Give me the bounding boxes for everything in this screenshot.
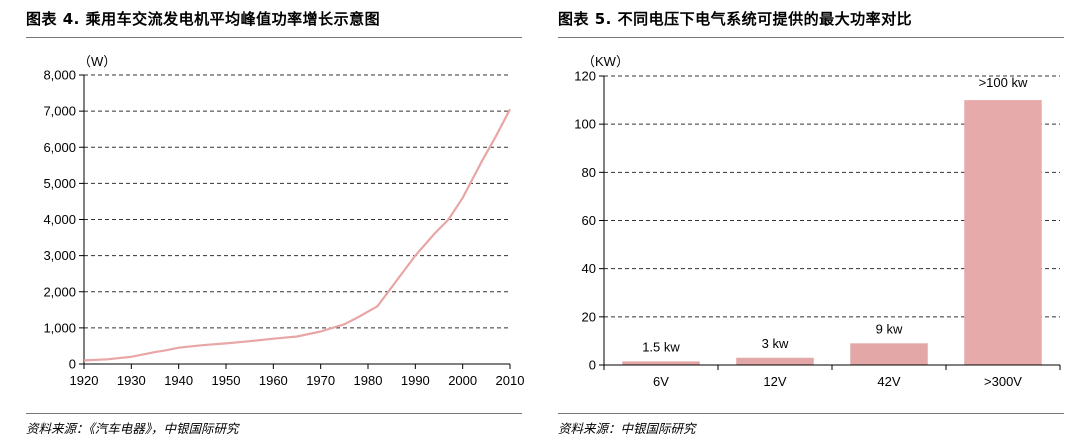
figure-5-title-rule: [558, 37, 1064, 38]
x-tick-label: 1960: [259, 373, 288, 388]
x-tick-label: 2000: [448, 373, 477, 388]
x-tick-label: >300V: [984, 374, 1022, 389]
y-tick-label: 60: [582, 213, 596, 228]
y-tick-label: 0: [69, 357, 76, 372]
bar-42v: [850, 343, 928, 365]
y-tick-label: 3,000: [43, 248, 76, 263]
bar-12v: [736, 357, 814, 365]
x-tick-label: 1920: [70, 373, 99, 388]
figure-5-source-rule: [558, 413, 1064, 414]
y-tick-label: 4,000: [43, 212, 76, 227]
bar-300v: [964, 100, 1042, 366]
data-label: 9 kw: [876, 321, 903, 336]
y-tick-label: 2,000: [43, 284, 76, 299]
y-tick-label: 1,000: [43, 320, 76, 335]
x-tick-label: 2010: [496, 373, 525, 388]
bar-6v: [622, 361, 700, 365]
figure-5-title: 图表 5. 不同电压下电气系统可提供的最大功率对比: [558, 10, 913, 28]
x-tick-label: 1950: [212, 373, 241, 388]
figure-5-source: 资料来源：中银国际研究: [558, 421, 696, 436]
x-tick-label: 6V: [653, 374, 669, 389]
y-tick-label: 120: [574, 69, 596, 84]
y-tick-label: 40: [582, 261, 596, 276]
y-tick-label: 7,000: [43, 104, 76, 119]
x-tick-label: 1990: [401, 373, 430, 388]
x-tick-label: 1980: [354, 373, 383, 388]
line-chart: 0 1,000 2,000 3,000 4,000 5,000 6,000 7,000 8,00…: [43, 54, 525, 388]
x-tick-label: 1970: [306, 373, 335, 388]
x-tick-label: 42V: [877, 374, 900, 389]
y-tick-label: 20: [582, 309, 596, 324]
y-tick-label: 80: [582, 165, 596, 180]
data-label: 3 kw: [762, 336, 789, 351]
figure-4-title-rule: [26, 37, 522, 38]
series-line: [83, 108, 511, 362]
y-axis-unit-label: （KW）: [582, 54, 629, 69]
x-tick-label: 1940: [164, 373, 193, 388]
y-tick-label: 100: [574, 117, 596, 132]
figure-4: 图表 4. 乘用车交流发电机平均峰值功率增长示意图 0 1,000 2,000 3,0…: [0, 0, 530, 440]
data-label: >100 kw: [979, 75, 1028, 90]
x-tick-label: 1930: [117, 373, 146, 388]
y-tick-label: 8,000: [43, 68, 76, 83]
data-label: 1.5 kw: [642, 339, 680, 354]
bar-chart: 0 20 40 60 80 100 120 1.5 kw 6V 3 kw 12V 9 kw 42V >10…: [574, 54, 1061, 389]
figure-4-title: 图表 4. 乘用车交流发电机平均峰值功率增长示意图: [26, 10, 381, 28]
figure-4-source-rule: [26, 413, 522, 414]
y-tick-label: 5,000: [43, 176, 76, 191]
y-axis-unit-label: （W）: [78, 54, 116, 69]
y-tick-label: 0: [589, 358, 596, 373]
y-tick-label: 6,000: [43, 140, 76, 155]
x-tick-label: 12V: [763, 374, 786, 389]
figure-4-source: 资料来源：《汽车电器》，中银国际研究: [26, 421, 239, 436]
figure-5: 图表 5. 不同电压下电气系统可提供的最大功率对比 0 20 40 60 80 100 12…: [548, 0, 1080, 440]
